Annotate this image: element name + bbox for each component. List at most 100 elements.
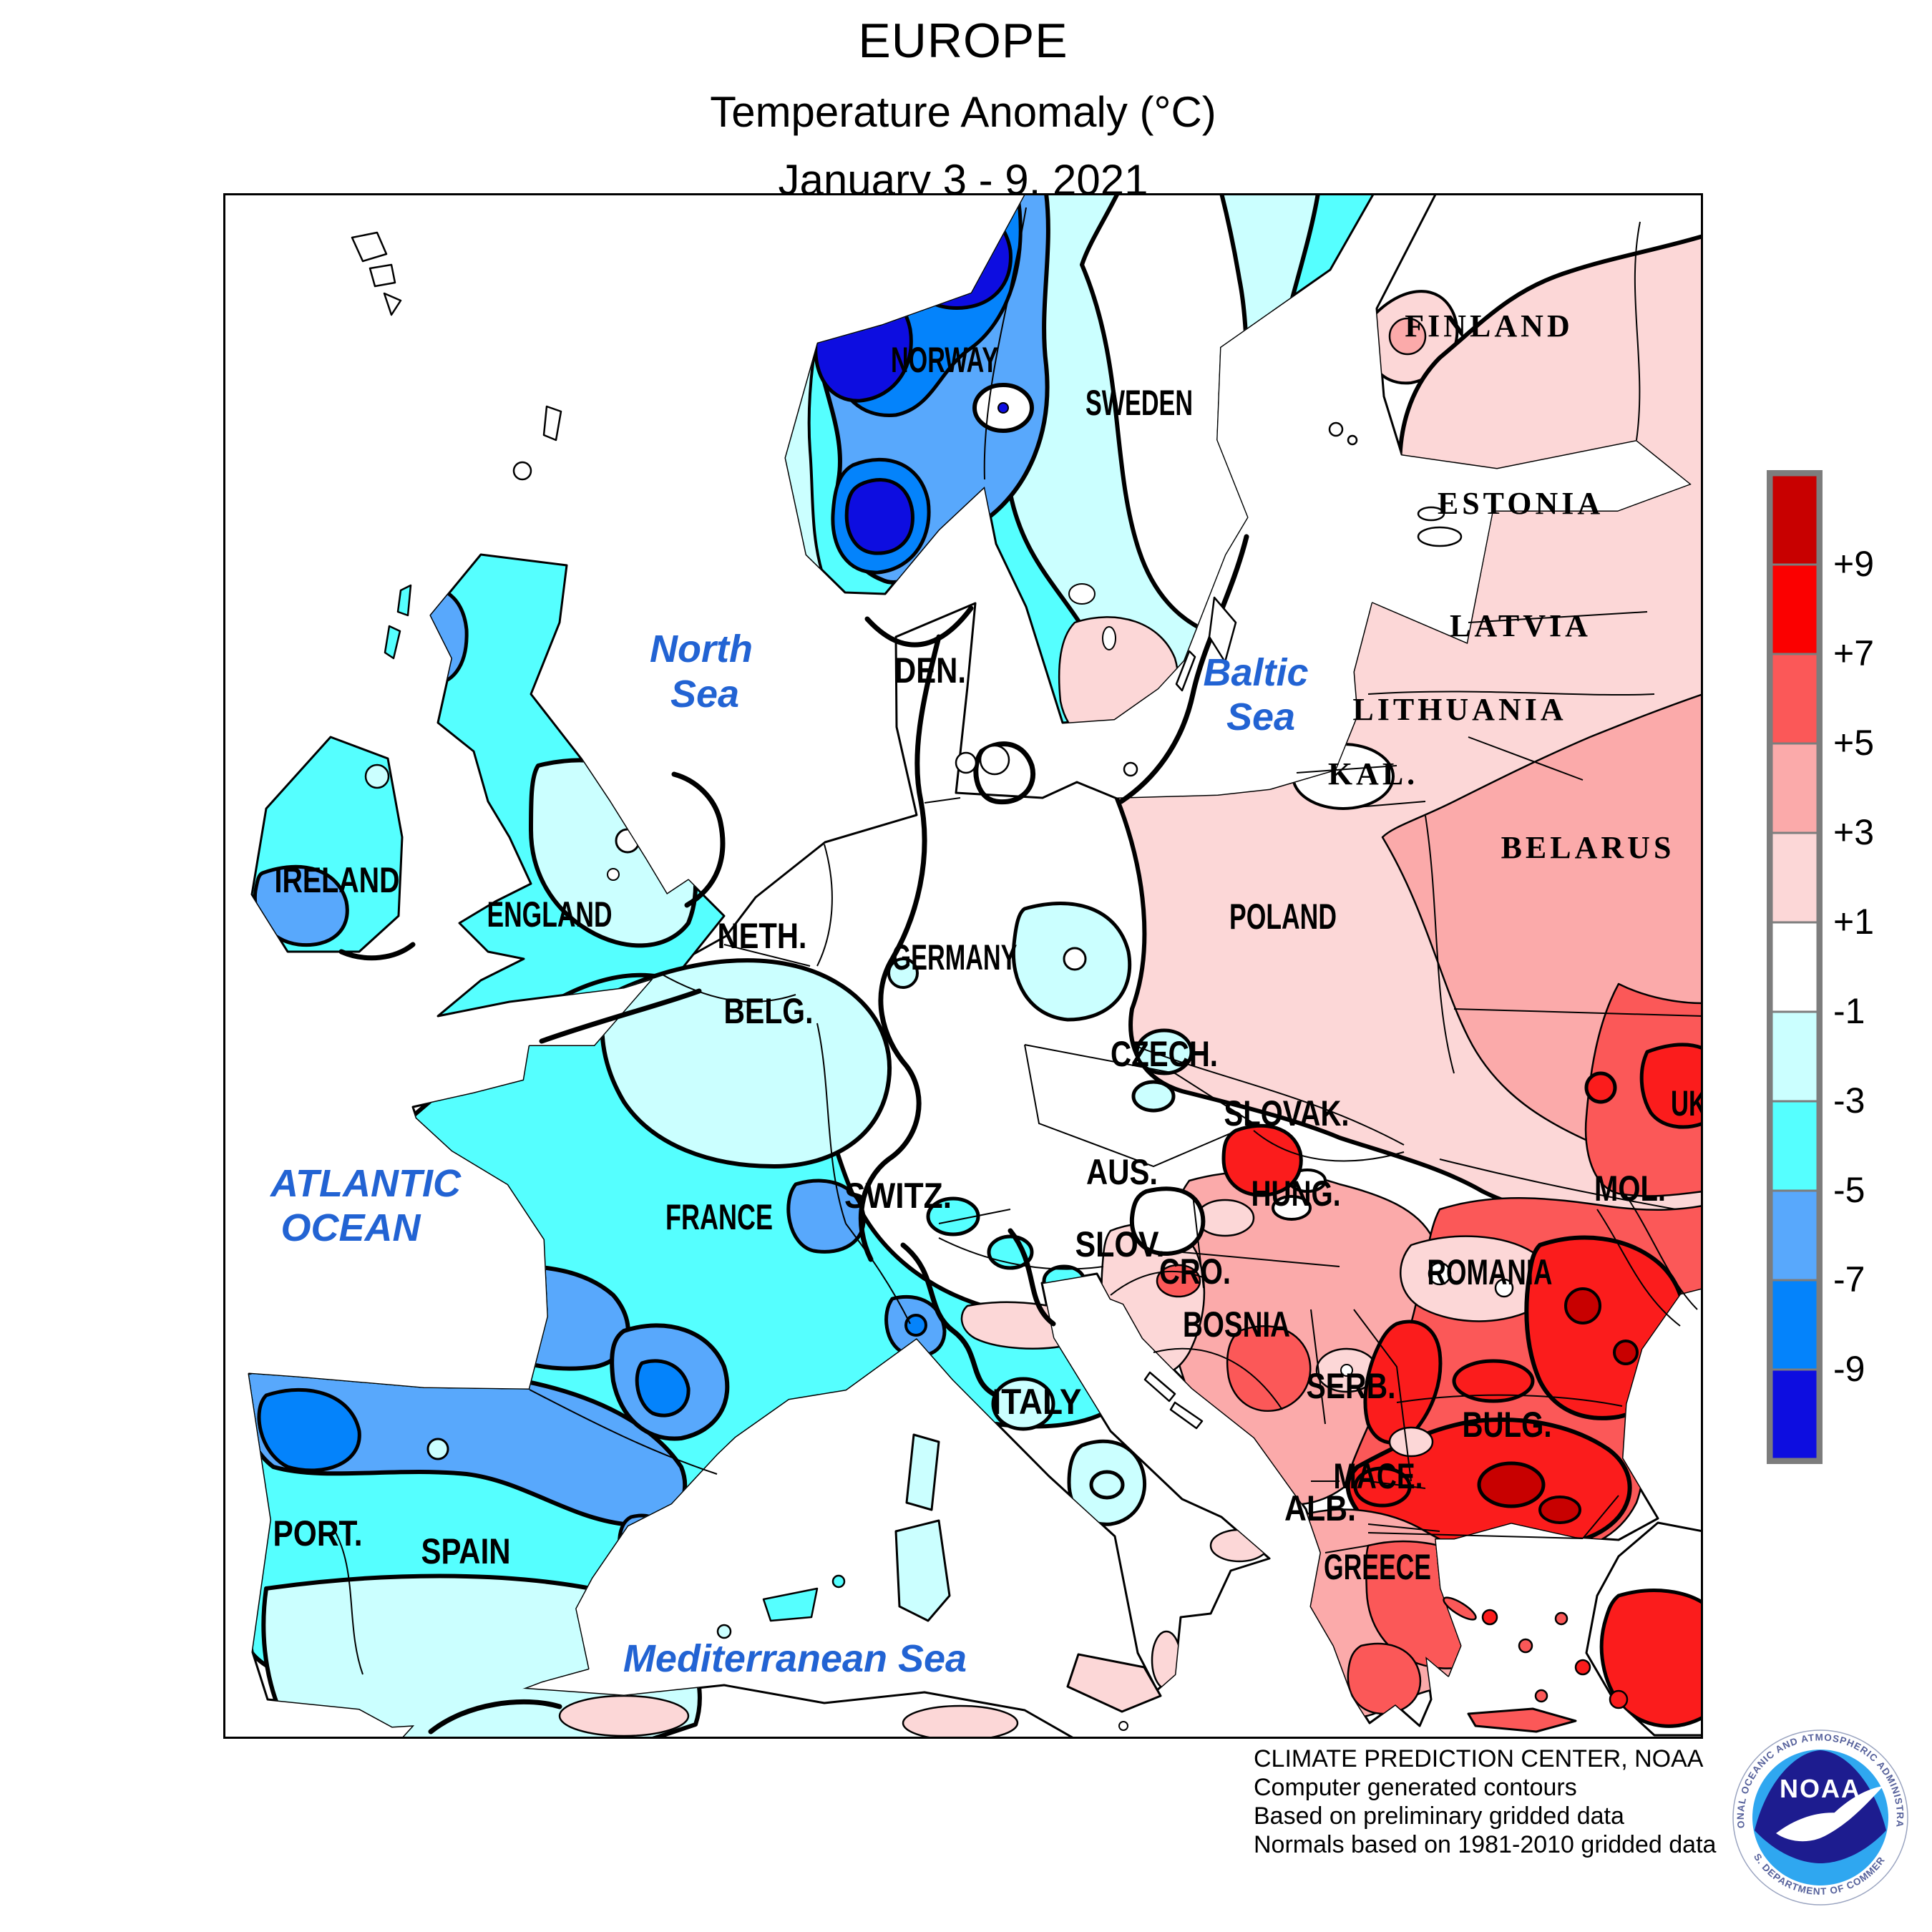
dot-navy-norway (997, 402, 1009, 414)
map-label-aus: AUS. (1086, 1152, 1158, 1192)
attribution-line-4: Normals based on 1981-2010 gridded data (1254, 1831, 1717, 1858)
map-title: EUROPE (858, 14, 1068, 68)
island-aegean-5 (1534, 1689, 1548, 1703)
island-evia (1443, 1596, 1477, 1621)
island-aegean-4 (1574, 1659, 1591, 1676)
sea-label-baltic: Baltic (1203, 651, 1308, 694)
map-labels: NORWAY SWEDEN DEN. IRELAND ENGLAND NETH. BELG.… (269, 308, 1703, 1680)
dot-red-ukraine (1584, 1071, 1617, 1104)
legend-tick--9: -9 (1833, 1349, 1865, 1389)
island-corsica (905, 1433, 940, 1511)
dot-white-serbia (1340, 1364, 1353, 1377)
dot-white-transylvania-1 (1428, 1262, 1452, 1286)
blob-darkred-bulgaria-2 (1538, 1496, 1581, 1524)
island-sardinia (894, 1519, 951, 1622)
patch-lightcyan-germany-se (1135, 1028, 1194, 1075)
island-aland-1 (1328, 421, 1344, 437)
sea-label-ocean: OCEAN (280, 1206, 421, 1249)
island-menorca (831, 1574, 846, 1589)
map-label-slov: SLOV. (1075, 1224, 1165, 1264)
map-label-alb: ALB. (1284, 1488, 1356, 1528)
anomaly-shading (249, 193, 1703, 1739)
map-label-lithuania: LITHUANIA (1352, 692, 1566, 727)
sea-label-sea: Sea (670, 673, 739, 716)
legend-band-7 (1770, 1100, 1819, 1192)
legend-border (1767, 470, 1823, 1464)
map-label-serb: SERB. (1307, 1366, 1396, 1406)
island-malta (1118, 1721, 1128, 1731)
bold-contours (338, 534, 1249, 1735)
map-label-cro: CRO. (1159, 1252, 1231, 1292)
island-aegean-3 (1554, 1611, 1568, 1626)
map-label-germany: GERMANY (892, 937, 1018, 977)
map-label-belarus: BELARUS (1501, 830, 1675, 865)
map-label-poland: POLAND (1229, 897, 1337, 937)
attribution-block: CLIMATE PREDICTION CENTER, NOAA Computer… (1254, 1745, 1716, 1859)
europe-anomaly-map: NORWAY SWEDEN DEN. IRELAND ENGLAND NETH. BELG.… (223, 193, 1703, 1739)
island-faroe (351, 231, 402, 316)
ring-apennines (1089, 1470, 1125, 1500)
map-label-kal: KAL. (1328, 756, 1418, 791)
legend-tick-+3: +3 (1833, 812, 1874, 852)
islands-dalmatia (1143, 1371, 1204, 1430)
map-label-mace: MACE. (1334, 1456, 1423, 1496)
blob-red-slovakia (1221, 1123, 1303, 1197)
map-label-slovak: SLOVAK. (1224, 1093, 1350, 1133)
sea-label-north: North (650, 628, 753, 670)
country-borders (330, 207, 1703, 1675)
attribution-line-2: Computer generated contours (1254, 1774, 1577, 1801)
dot-darkred-coast (1613, 1340, 1639, 1365)
legend-tick--3: -3 (1833, 1080, 1865, 1121)
legend-band-5 (1770, 921, 1819, 1013)
map-frame (223, 193, 1703, 1739)
legend-tick-+1: +1 (1833, 902, 1874, 942)
legend-tick-+7: +7 (1833, 633, 1874, 673)
island-shetland (542, 405, 562, 441)
blob-red-turkey (1599, 1589, 1703, 1728)
lake-vattern (1102, 626, 1116, 650)
sea-label-mediterranean-sea: Mediterranean Sea (623, 1637, 967, 1680)
map-label-port: PORT. (273, 1513, 363, 1553)
island-ibiza (716, 1624, 732, 1639)
map-label-ireland: IRELAND (275, 860, 400, 900)
legend-tick--7: -7 (1833, 1259, 1865, 1299)
patch-lightcyan-germany-w (887, 957, 919, 989)
map-label-hung: HUNG. (1252, 1174, 1341, 1214)
legend-tick--1: -1 (1833, 991, 1865, 1031)
patch-lightpink-africa-2 (902, 1704, 1019, 1739)
map-label-finland: FINLAND (1405, 308, 1573, 343)
lake-vanern (1068, 583, 1096, 605)
map-label-norway: NORWAY (891, 340, 998, 380)
dot-lightcyan-iberia-band (426, 1438, 449, 1460)
island-aland-2 (1347, 434, 1358, 446)
map-label-switz: SWITZ. (844, 1176, 952, 1216)
blob-royal-provence (635, 1359, 691, 1418)
blob-red-ukraine-edge (1639, 1043, 1703, 1129)
island-mallorca (762, 1587, 819, 1622)
island-crete (1467, 1707, 1577, 1733)
island-zealand (979, 744, 1010, 776)
sea-label-atlantic: ATLANTIC (269, 1162, 462, 1205)
patch-salmon-peloponnese (1347, 1642, 1422, 1715)
pocket-white-tatras (1272, 1195, 1312, 1221)
patch-lightcyan-tuscany (991, 1377, 1055, 1431)
map-label-bosnia: BOSNIA (1183, 1304, 1290, 1345)
legend-band-0 (1770, 474, 1819, 566)
map-label-italy: ITALY (992, 1382, 1082, 1422)
legend-band-8 (1770, 1189, 1819, 1282)
patch-lightpink-west-bulgaria (1388, 1426, 1434, 1458)
map-subtitle: Temperature Anomaly (°C) (710, 88, 1216, 136)
island-gotland (1208, 596, 1237, 663)
noaa-logo: NATIONAL OCEANIC AND ATMOSPHERIC ADMINIS… (1732, 1729, 1908, 1906)
map-label-uk: UK (1671, 1083, 1703, 1123)
blob-darkred-bulgaria-1 (1477, 1461, 1546, 1508)
map-label-romania: ROMANIA (1428, 1252, 1553, 1292)
map-label-sweden: SWEDEN (1085, 383, 1193, 423)
map-label-neth: NETH. (718, 916, 807, 956)
pocket-white-germany (1063, 947, 1087, 971)
island-aegean-2 (1518, 1638, 1533, 1654)
legend-tick--5: -5 (1833, 1170, 1865, 1210)
map-label-latvia: LATVIA (1450, 608, 1591, 643)
color-scale-legend: +9 +7 +5 +3 +1 -1 -3 -5 -7 -9 (1767, 470, 1874, 1464)
